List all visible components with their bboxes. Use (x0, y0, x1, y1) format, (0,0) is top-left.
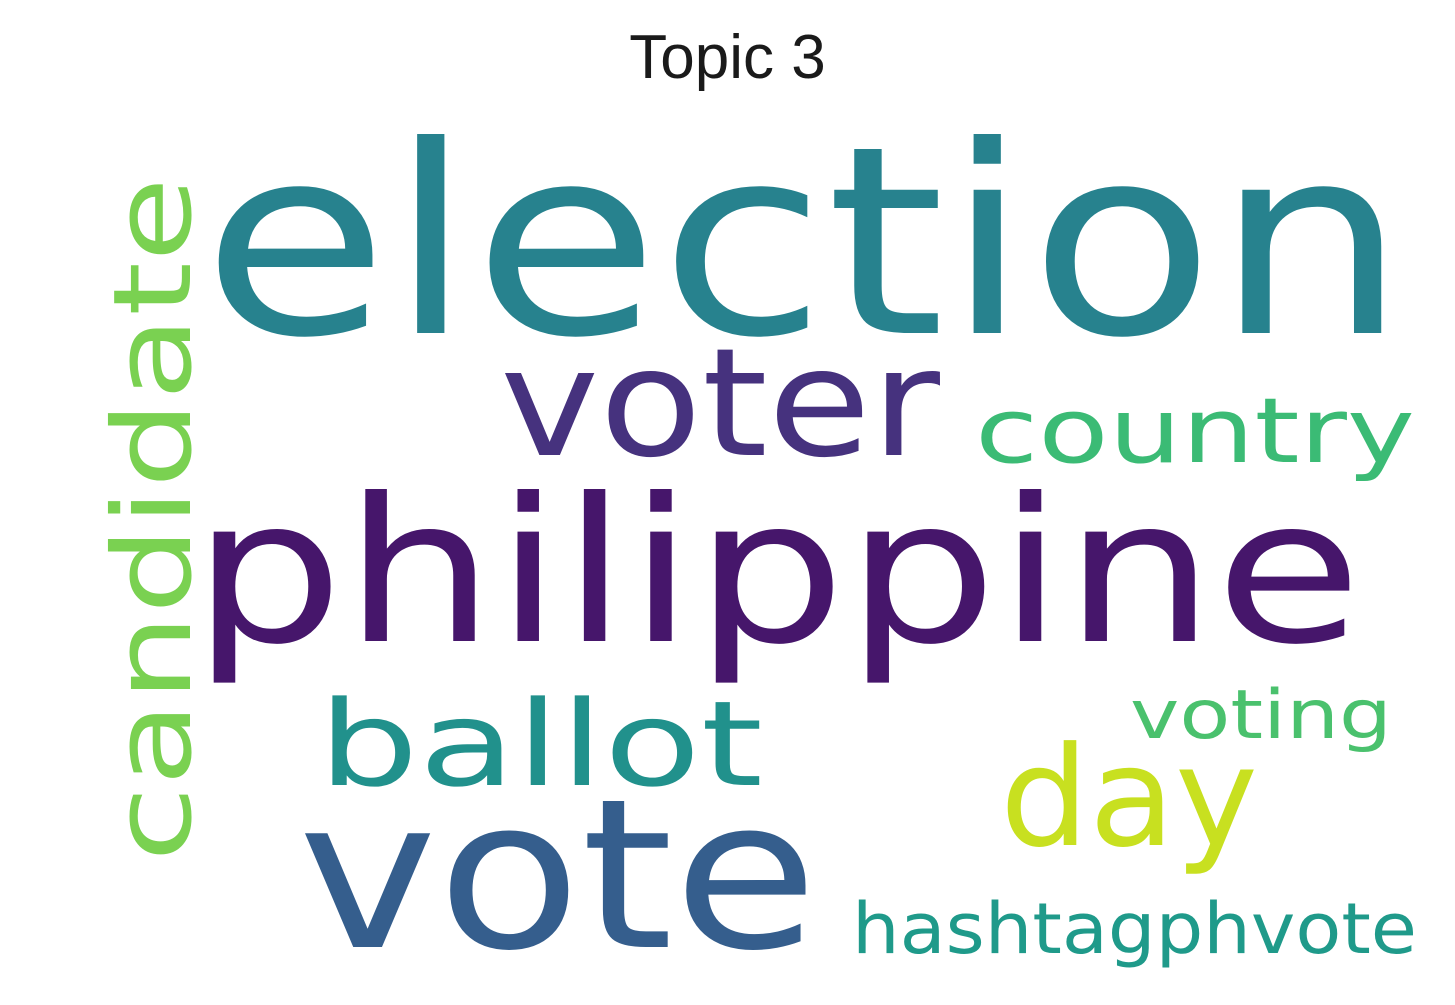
word-voter: voter (500, 317, 940, 491)
word-day: day (1000, 717, 1258, 878)
word-voting: voting (1130, 676, 1392, 755)
word-country: country (975, 379, 1415, 484)
word-hashtagphvote: hashtagphvote (852, 888, 1417, 970)
word-election: election (202, 90, 1407, 395)
word-vote: vote (298, 755, 818, 997)
word-candidate: candidate (91, 177, 216, 862)
chart-title: Topic 3 (629, 23, 826, 92)
word-ballot: ballot (318, 675, 763, 813)
word-philippine: philippine (192, 456, 1362, 689)
